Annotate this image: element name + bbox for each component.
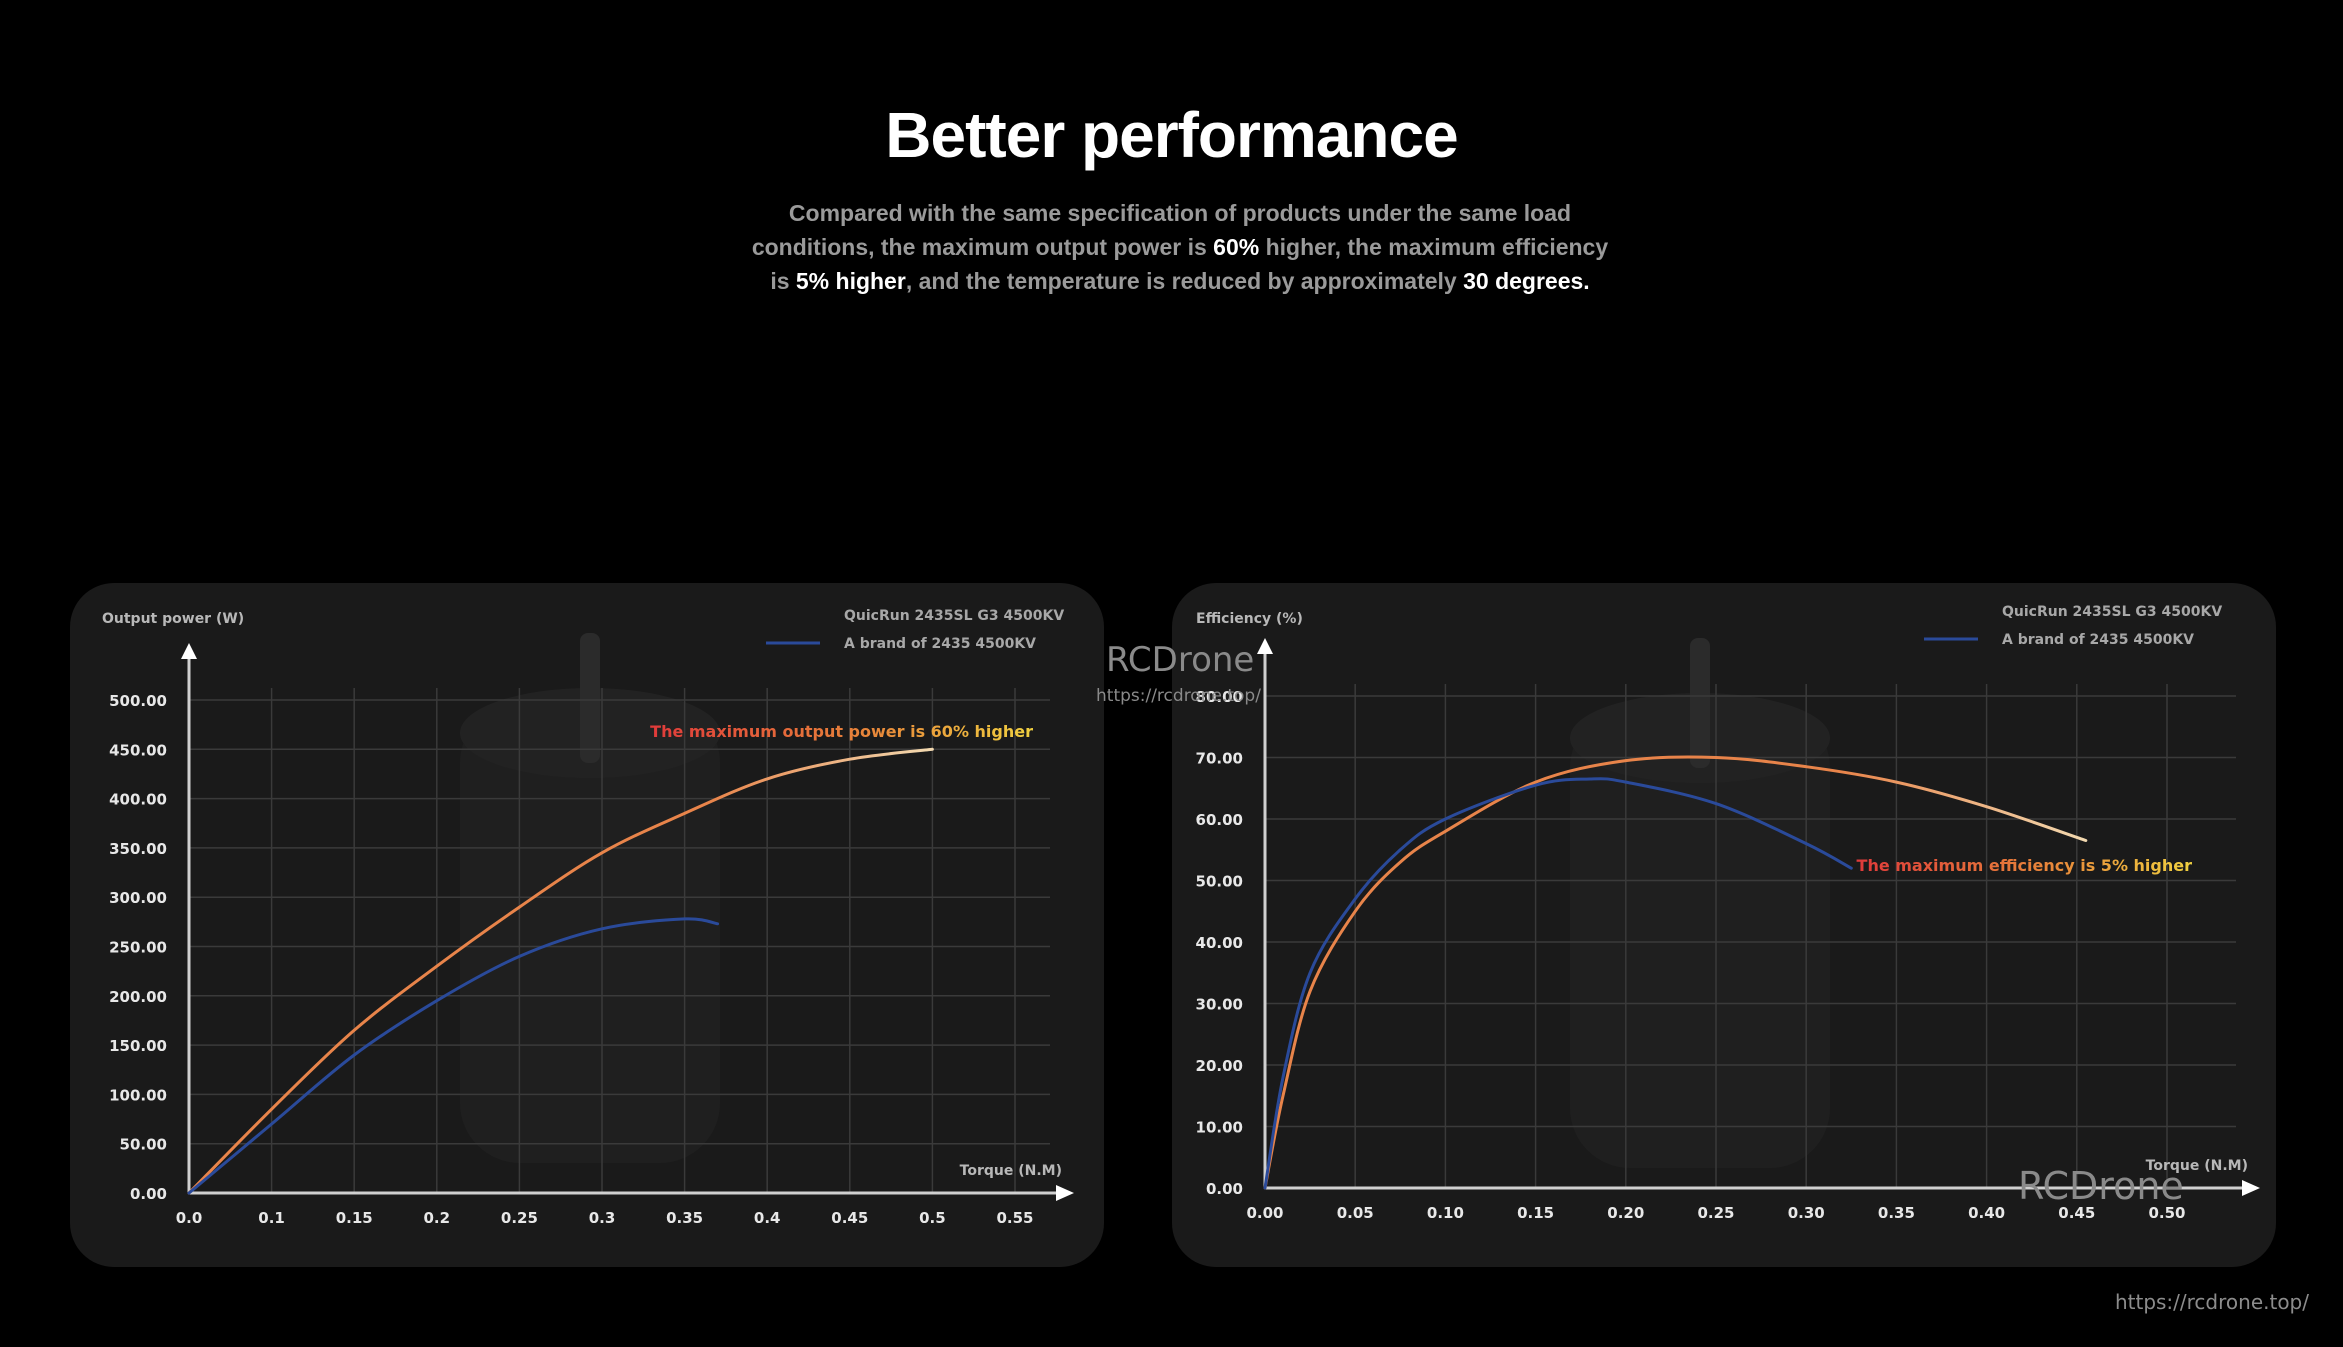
y-tick-label: 60.00 — [1196, 811, 1243, 829]
y-tick-label: 80.00 — [1196, 688, 1243, 706]
legend-label: A brand of 2435 4500KV — [844, 636, 1036, 652]
series-quicrun-line — [1263, 755, 2088, 1190]
x-tick-label: 0.20 — [1607, 1204, 1644, 1222]
y-tick-label: 50.00 — [1196, 873, 1243, 891]
legend: QuicRun 2435SL G3 4500KV A brand of 2435 … — [766, 608, 1064, 652]
y-axis-label: Output power (W) — [102, 611, 244, 627]
x-tick-label: 0.55 — [996, 1209, 1033, 1227]
y-tick-label: 350.00 — [109, 840, 167, 858]
x-tick-label: 0.45 — [831, 1209, 868, 1227]
efficiency-chart: 0.00 10.00 20.00 30.00 40.00 50.00 60.00 70.00 8… — [1196, 604, 2260, 1222]
x-tick-label: 0.25 — [1697, 1204, 1734, 1222]
y-axis-arrow-icon — [1257, 638, 1273, 654]
subtitle-segment: , and the temperature is reduced by appr… — [905, 268, 1464, 294]
subtitle-segment: 30 degrees. — [1463, 268, 1590, 294]
legend-label: QuicRun 2435SL G3 4500KV — [2002, 604, 2222, 620]
subtitle-segment: 60% — [1213, 234, 1260, 260]
y-tick-label: 100.00 — [109, 1086, 167, 1104]
y-tick-label: 40.00 — [1196, 934, 1243, 952]
x-axis-arrow-icon — [2242, 1180, 2260, 1196]
efficiency-chart-panel: 0.00 10.00 20.00 30.00 40.00 50.00 60.00 70.00 8… — [1172, 583, 2276, 1267]
grid-lines — [189, 688, 1050, 1193]
output-power-chart: 0.00 50.00 100.00 150.00 200.00 250.00 300.00 3… — [102, 608, 1074, 1227]
page-title: Better performance — [885, 99, 1458, 171]
y-tick-label: 70.00 — [1196, 750, 1243, 768]
x-axis-label: Torque (N.M) — [960, 1163, 1062, 1179]
subtitle-segment: 5% higher — [795, 268, 906, 294]
subtitle-segment: Compared with the same specification of … — [751, 200, 1572, 260]
x-tick-label: 0.10 — [1427, 1204, 1464, 1222]
x-tick-label: 0.35 — [1878, 1204, 1915, 1222]
series-competitor-line — [1263, 777, 1853, 1190]
rcdrone-watermark-bottom: RCDrone — [2018, 1164, 2184, 1208]
y-axis-label: Efficiency (%) — [1196, 611, 1303, 627]
motor-image-background — [1570, 638, 1830, 1168]
y-tick-label: 500.00 — [109, 692, 167, 710]
y-tick-label: 150.00 — [109, 1037, 167, 1055]
grid-lines — [1265, 684, 2236, 1188]
y-tick-label: 0.00 — [130, 1185, 167, 1203]
x-tick-label: 0.3 — [589, 1209, 616, 1227]
x-tick-label: 0.50 — [2148, 1204, 2185, 1222]
x-tick-label: 0.1 — [258, 1209, 285, 1227]
footer-url-watermark: https://rcdrone.top/ — [2114, 1290, 2309, 1314]
x-tick-label: 0.0 — [176, 1209, 203, 1227]
x-tick-label: 0.2 — [424, 1209, 451, 1227]
y-tick-label: 450.00 — [109, 741, 167, 759]
rcdrone-url-watermark-center: https://rcdrone.top/ — [1096, 686, 1261, 706]
y-axis-arrow-icon — [181, 643, 197, 659]
motor-image-background — [460, 633, 720, 1163]
y-tick-label: 300.00 — [109, 889, 167, 907]
y-tick-label: 30.00 — [1196, 996, 1243, 1014]
chart-annotation: The maximum output power is 60% higher — [650, 722, 1033, 741]
x-tick-label: 0.30 — [1788, 1204, 1825, 1222]
legend-label: QuicRun 2435SL G3 4500KV — [844, 608, 1064, 624]
y-tick-label: 50.00 — [120, 1136, 167, 1154]
output-power-chart-panel: 0.00 50.00 100.00 150.00 200.00 250.00 300.00 3… — [70, 583, 1104, 1267]
y-tick-label: 20.00 — [1196, 1057, 1243, 1075]
x-tick-label: 0.15 — [1517, 1204, 1554, 1222]
series-quicrun-line — [187, 747, 934, 1195]
x-tick-label: 0.15 — [336, 1209, 373, 1227]
x-axis-arrow-icon — [1056, 1185, 1074, 1201]
x-tick-label: 0.35 — [666, 1209, 703, 1227]
x-tick-label: 0.5 — [919, 1209, 946, 1227]
x-tick-label: 0.00 — [1246, 1204, 1283, 1222]
x-tick-label: 0.40 — [1968, 1204, 2005, 1222]
x-tick-label: 0.45 — [2058, 1204, 2095, 1222]
y-tick-label: 10.00 — [1196, 1119, 1243, 1137]
x-tick-label: 0.25 — [501, 1209, 538, 1227]
legend: QuicRun 2435SL G3 4500KV A brand of 2435 … — [1924, 604, 2222, 648]
y-tick-label: 200.00 — [109, 988, 167, 1006]
subtitle-segment: higher, the maximum efficiency is — [770, 234, 1609, 294]
y-tick-label: 400.00 — [109, 791, 167, 809]
page-subtitle: Compared with the same specification of … — [740, 196, 1620, 298]
x-tick-label: 0.4 — [754, 1209, 781, 1227]
y-tick-label: 0.00 — [1206, 1180, 1243, 1198]
chart-annotation: The maximum efficiency is 5% higher — [1857, 856, 2193, 875]
legend-label: A brand of 2435 4500KV — [2002, 632, 2194, 648]
x-tick-label: 0.05 — [1337, 1204, 1374, 1222]
x-axis-label: Torque (N.M) — [2146, 1158, 2248, 1174]
y-tick-label: 250.00 — [109, 939, 167, 957]
series-competitor-line — [187, 917, 720, 1195]
rcdrone-watermark-center: RCDrone — [1106, 640, 1255, 680]
